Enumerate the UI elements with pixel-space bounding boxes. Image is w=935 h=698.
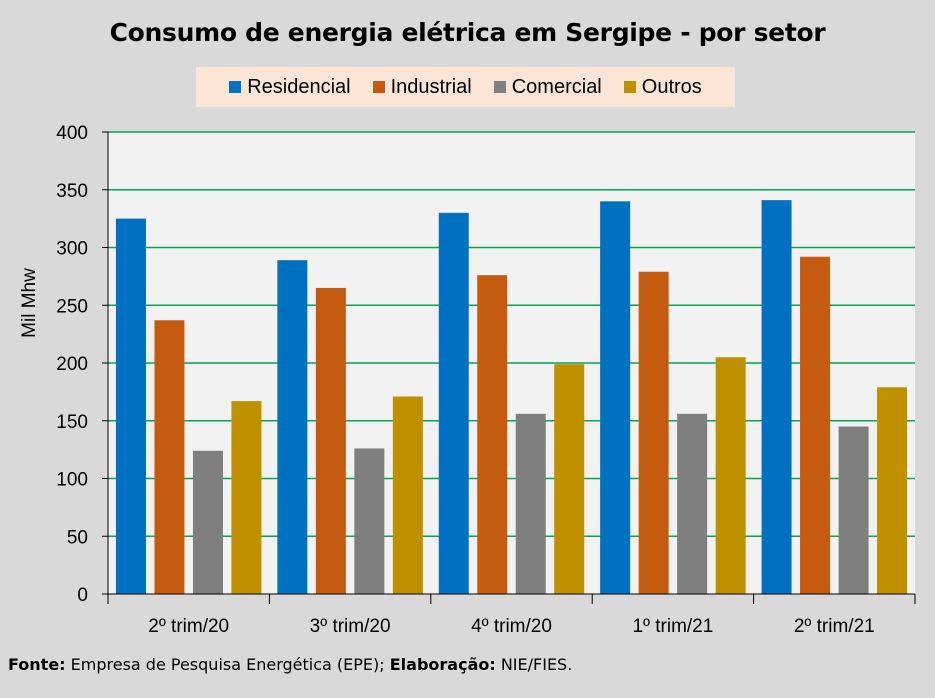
chart-title: Consumo de energia elétrica em Sergipe -… [109, 18, 826, 47]
bars [115, 200, 908, 595]
source-label: Fonte: [8, 655, 66, 674]
legend-item-comercial: Comercial [493, 75, 602, 99]
bar-comercial-4 [677, 413, 708, 594]
legend-swatch-residencial [229, 81, 242, 93]
x-tick-label: 3º trim/20 [310, 616, 391, 637]
bar-outros-2 [392, 396, 423, 594]
legend-swatch-outros [623, 81, 636, 93]
y-tick-label: 300 [56, 239, 88, 260]
y-tick-label: 250 [56, 296, 88, 317]
y-tick-label: 200 [56, 354, 88, 375]
bar-outros-1 [231, 401, 262, 594]
legend-item-outros: Outros [623, 75, 702, 99]
bar-outros-4 [715, 357, 746, 594]
axes: 0 50 100 150 200 250 300 350 400 2º trim/20 3º tri… [56, 123, 916, 637]
x-tick-label: 4º trim/20 [471, 616, 552, 637]
legend-item-residencial: Residencial [229, 75, 351, 99]
bar-residencial-4 [600, 201, 631, 595]
bar-industrial-3 [477, 275, 508, 594]
bar-residencial-5 [761, 200, 792, 594]
legend-label-residencial: Residencial [247, 75, 351, 98]
y-tick-label: 50 [67, 527, 88, 548]
footer-source: Fonte: Empresa de Pesquisa Energética (E… [8, 655, 572, 674]
y-axis-label: Mil Mhw [19, 268, 40, 338]
y-tick-label: 400 [56, 123, 88, 144]
chart-legend: Residencial Industrial Comercial Outros [196, 67, 735, 107]
bar-comercial-5 [838, 426, 869, 594]
y-tick-label: 150 [56, 412, 88, 433]
legend-label-comercial: Comercial [511, 75, 602, 98]
x-tick-label: 1º trim/21 [632, 616, 713, 637]
bar-comercial-3 [515, 413, 546, 594]
bar-comercial-1 [192, 450, 223, 594]
bar-residencial-2 [277, 260, 308, 594]
legend-label-outros: Outros [641, 75, 702, 98]
x-tick-label: 2º trim/20 [148, 616, 229, 637]
x-tick-label: 2º trim/21 [794, 616, 875, 637]
bar-chart: 0 50 100 150 200 250 300 350 400 2º trim/20 3º tri… [19, 123, 916, 637]
bar-residencial-1 [115, 218, 146, 594]
bar-industrial-2 [315, 287, 346, 594]
bar-outros-3 [554, 364, 585, 594]
bar-industrial-4 [638, 271, 669, 594]
credit-text: NIE/FIES. [495, 655, 573, 674]
bar-comercial-2 [354, 448, 385, 594]
legend-swatch-industrial [372, 81, 385, 93]
credit-label: Elaboração: [389, 655, 496, 674]
y-tick-label: 350 [56, 181, 88, 202]
legend-label-industrial: Industrial [390, 75, 472, 98]
y-tick-label: 0 [77, 585, 88, 606]
y-tick-label: 100 [56, 470, 88, 491]
legend-item-industrial: Industrial [372, 75, 472, 99]
bar-industrial-1 [154, 320, 185, 594]
bar-residencial-3 [438, 212, 469, 594]
legend-swatch-comercial [493, 81, 506, 93]
bar-outros-5 [877, 387, 908, 594]
source-text: Empresa de Pesquisa Energética (EPE); [65, 655, 390, 674]
bar-industrial-5 [800, 256, 831, 594]
